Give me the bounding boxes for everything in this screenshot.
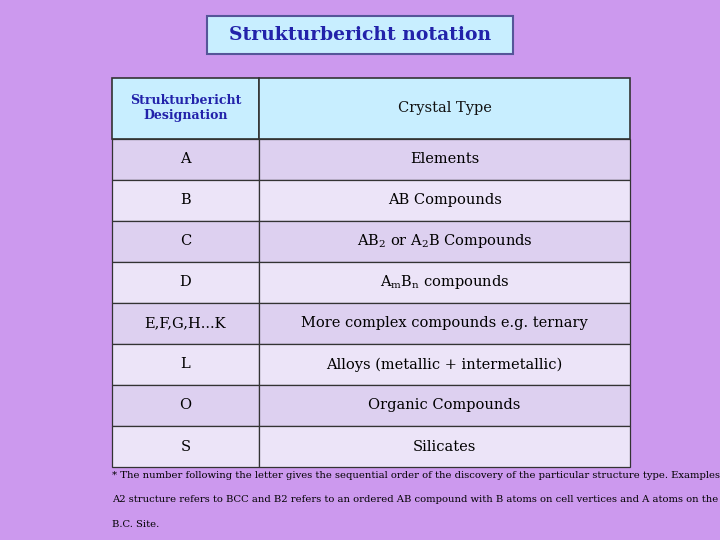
FancyBboxPatch shape (207, 16, 513, 54)
Text: Strukturbericht notation: Strukturbericht notation (229, 26, 491, 44)
Bar (112, 303, 259, 344)
Bar (112, 139, 259, 180)
Bar (259, 262, 630, 303)
Text: Crystal Type: Crystal Type (397, 102, 492, 116)
Bar (259, 426, 630, 467)
Bar (259, 344, 630, 385)
Text: Elements: Elements (410, 152, 480, 166)
Text: A: A (180, 152, 191, 166)
Text: B: B (180, 193, 191, 207)
Text: O: O (179, 399, 192, 413)
Text: L: L (181, 357, 190, 372)
Text: D: D (179, 275, 192, 289)
Text: B.C. Site.: B.C. Site. (112, 519, 159, 529)
Text: C: C (180, 234, 191, 248)
Bar (112, 180, 259, 221)
Text: Silicates: Silicates (413, 440, 477, 454)
Text: AB Compounds: AB Compounds (388, 193, 502, 207)
Bar (112, 344, 259, 385)
Bar (112, 78, 259, 139)
Text: Organic Compounds: Organic Compounds (369, 399, 521, 413)
Bar (112, 385, 259, 426)
Text: S: S (181, 440, 191, 454)
Bar (259, 303, 630, 344)
Bar (112, 221, 259, 262)
Text: Alloys (metallic + intermetallic): Alloys (metallic + intermetallic) (327, 357, 563, 372)
Text: E,F,G,H...K: E,F,G,H...K (145, 316, 226, 330)
Bar (259, 221, 630, 262)
Text: * The number following the letter gives the sequential order of the discovery of: * The number following the letter gives … (112, 471, 720, 480)
Bar (259, 78, 630, 139)
Text: Strukturbericht
Designation: Strukturbericht Designation (130, 94, 241, 123)
Bar (259, 139, 630, 180)
Bar (112, 426, 259, 467)
Bar (259, 385, 630, 426)
Text: $\mathregular{AB_2}$ or $\mathregular{A_2B}$ Compounds: $\mathregular{AB_2}$ or $\mathregular{A_… (357, 232, 533, 250)
Text: $\mathregular{A_m B_n}$ compounds: $\mathregular{A_m B_n}$ compounds (380, 273, 510, 291)
Bar (112, 262, 259, 303)
Bar (259, 180, 630, 221)
Text: More complex compounds e.g. ternary: More complex compounds e.g. ternary (301, 316, 588, 330)
Text: A2 structure refers to BCC and B2 refers to an ordered AB compound with B atoms : A2 structure refers to BCC and B2 refers… (112, 495, 718, 504)
